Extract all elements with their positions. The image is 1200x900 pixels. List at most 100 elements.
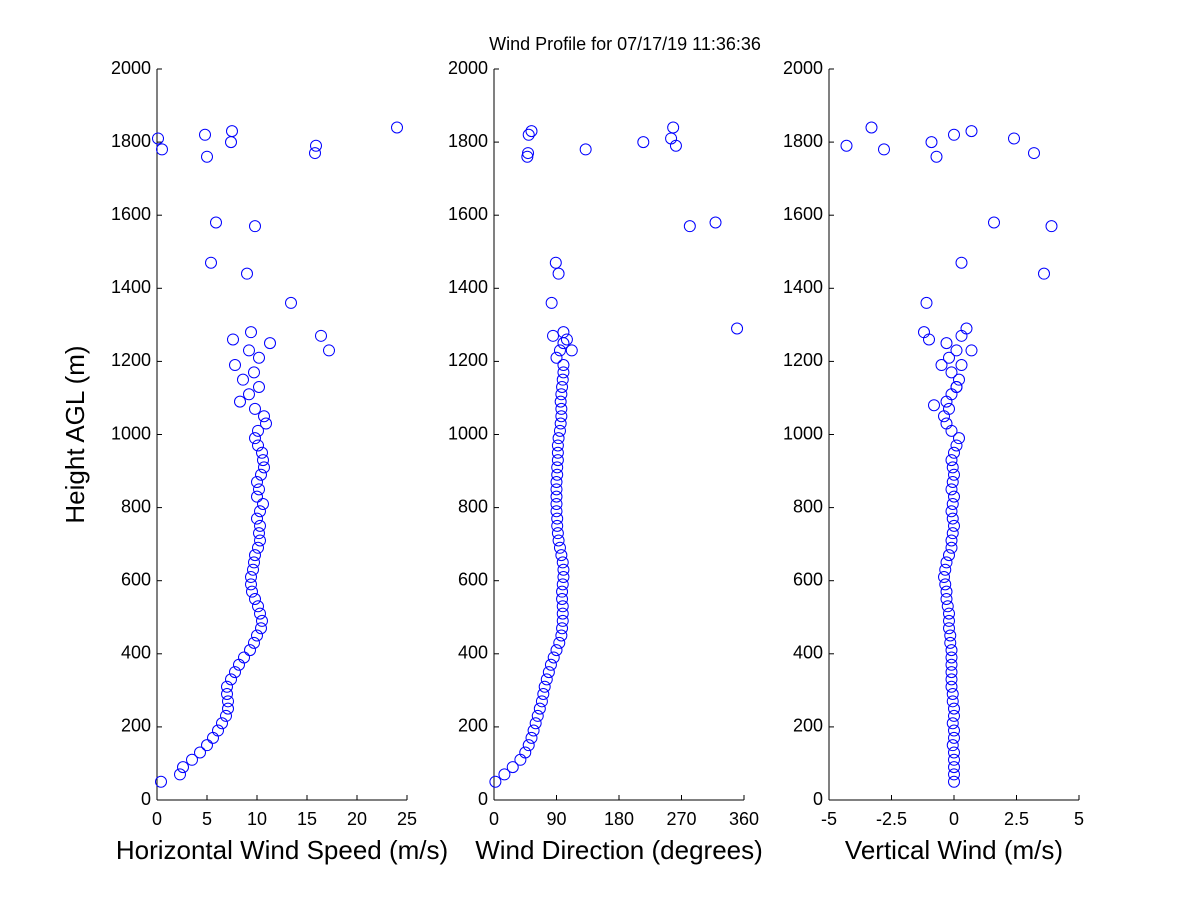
- data-point: [945, 483, 958, 496]
- y-axis-label: Height AGL (m): [60, 345, 90, 523]
- data-point: [186, 753, 198, 766]
- data-point: [545, 296, 558, 309]
- chart-title: Wind Profile for 07/17/19 11:36:36: [489, 34, 761, 54]
- data-point: [948, 519, 960, 532]
- data-point: [557, 359, 570, 372]
- data-point: [555, 410, 568, 423]
- data-point: [555, 549, 568, 562]
- data-point: [252, 541, 264, 554]
- data-point: [556, 585, 569, 598]
- data-point: [948, 468, 960, 481]
- x-axis-label: Horizontal Wind Speed (m/s): [116, 835, 448, 865]
- data-point: [865, 121, 878, 134]
- data-point: [226, 125, 238, 138]
- data-point: [201, 739, 213, 752]
- data-point: [489, 775, 502, 788]
- data-point: [556, 614, 569, 627]
- data-point: [945, 644, 958, 657]
- y-tick-label: 0: [813, 789, 823, 809]
- x-tick-label: 15: [297, 809, 317, 829]
- data-point: [935, 359, 948, 372]
- data-point: [525, 731, 538, 744]
- data-point: [560, 333, 573, 346]
- y-tick-label: 1600: [448, 204, 488, 224]
- data-point: [940, 337, 953, 350]
- y-tick-label: 1400: [448, 277, 488, 297]
- y-tick-label: 400: [458, 643, 488, 663]
- data-point: [391, 121, 403, 134]
- data-point: [551, 468, 564, 481]
- data-point: [945, 673, 958, 686]
- data-point: [254, 534, 266, 547]
- data-point: [519, 746, 532, 759]
- data-point: [939, 563, 952, 576]
- data-point: [221, 680, 233, 693]
- y-tick-label: 1000: [448, 423, 488, 443]
- data-point: [550, 644, 563, 657]
- data-point: [205, 256, 217, 269]
- y-tick-label: 1200: [448, 350, 488, 370]
- x-tick-label: 90: [546, 809, 566, 829]
- x-tick-label: 10: [247, 809, 267, 829]
- data-point: [315, 329, 327, 342]
- data-point: [960, 322, 973, 335]
- data-point: [264, 337, 276, 350]
- data-point: [251, 512, 263, 525]
- data-point: [245, 578, 257, 591]
- x-axis-label: Wind Direction (degrees): [475, 835, 763, 865]
- data-point: [550, 351, 563, 364]
- data-point: [950, 344, 963, 357]
- data-point: [878, 143, 890, 156]
- data-point: [156, 143, 168, 156]
- data-point: [945, 658, 958, 671]
- y-tick-label: 1400: [783, 277, 823, 297]
- data-point: [554, 395, 567, 408]
- data-point: [249, 402, 261, 415]
- data-point: [243, 388, 255, 401]
- data-point: [553, 424, 566, 437]
- data-point: [252, 424, 264, 437]
- data-point: [251, 490, 263, 503]
- data-point: [965, 344, 978, 357]
- data-point: [948, 702, 960, 715]
- data-point: [201, 150, 213, 163]
- data-point: [553, 541, 566, 554]
- y-tick-label: 1200: [783, 350, 823, 370]
- data-point: [542, 666, 555, 679]
- data-point: [529, 717, 542, 730]
- data-point: [522, 147, 535, 160]
- data-point: [946, 476, 959, 489]
- data-point: [255, 468, 267, 481]
- data-point: [225, 673, 237, 686]
- data-point: [948, 753, 960, 766]
- data-point: [258, 410, 270, 423]
- data-point: [246, 585, 258, 598]
- data-point: [552, 534, 565, 547]
- data-point: [522, 739, 535, 752]
- x-tick-label: 270: [666, 809, 696, 829]
- y-tick-label: 600: [121, 569, 151, 589]
- data-point: [533, 702, 546, 715]
- data-point: [251, 629, 263, 642]
- data-point: [256, 446, 268, 459]
- y-tick-label: 1800: [783, 131, 823, 151]
- x-tick-label: 2.5: [1004, 809, 1029, 829]
- y-tick-label: 200: [458, 716, 488, 736]
- data-point: [498, 768, 511, 781]
- data-point: [506, 761, 519, 774]
- data-point: [544, 658, 557, 671]
- data-point: [552, 267, 565, 280]
- data-point: [940, 417, 953, 430]
- y-tick-label: 1800: [111, 131, 151, 151]
- data-point: [241, 267, 253, 280]
- x-tick-label: 20: [347, 809, 367, 829]
- data-point: [177, 761, 189, 774]
- data-point: [945, 651, 958, 664]
- data-point: [950, 380, 963, 393]
- data-point: [252, 439, 264, 452]
- data-point: [943, 614, 955, 627]
- y-tick-label: 1000: [111, 423, 151, 443]
- data-point: [245, 326, 257, 339]
- data-point: [965, 125, 978, 138]
- data-point: [948, 724, 960, 737]
